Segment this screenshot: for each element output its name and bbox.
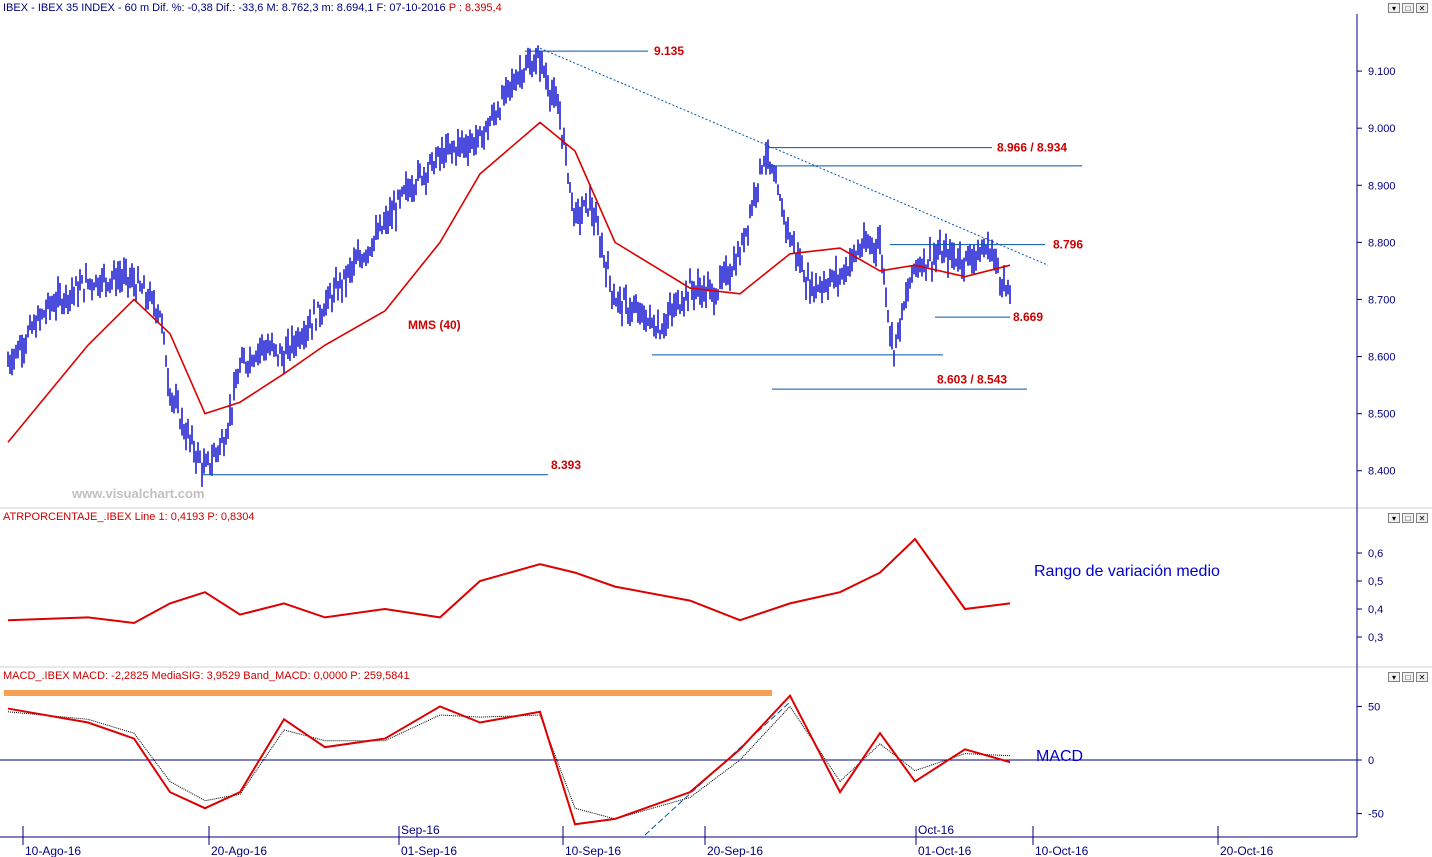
minimize-button[interactable]: ▾ bbox=[1388, 672, 1400, 682]
macd-trend-line bbox=[644, 701, 791, 836]
x-month-label: Sep-16 bbox=[401, 823, 440, 837]
x-axis: 10-Ago-16 20-Ago-16 01-Sep-16 10-Sep-16 20-S… bbox=[22, 823, 1274, 857]
atr-header-text: ATRPORCENTAJE_.IBEX Line 1: 0,4193 bbox=[3, 511, 205, 523]
moving-average-line bbox=[7, 121, 1011, 443]
price-header-p: P : 8.395,4 bbox=[448, 2, 502, 14]
atr-side-label: Rango de variación medio bbox=[1034, 563, 1220, 580]
price-pane-header: IBEX - IBEX 35 INDEX - 60 m Dif. %: -0,3… bbox=[3, 2, 502, 14]
x-tick-label: 20-Oct-16 bbox=[1220, 844, 1274, 857]
price-annotation: MMS (40) bbox=[408, 318, 461, 332]
atr-y-tick-label: 0,3 bbox=[1368, 632, 1383, 644]
price-y-tick-label: 9.000 bbox=[1368, 123, 1396, 135]
macd-pane-header: MACD_.IBEX MACD: -2,2825 MediaSIG: 3,952… bbox=[3, 670, 410, 682]
macd-y-tick-label: -50 bbox=[1368, 809, 1384, 821]
price-y-tick-label: 8.400 bbox=[1368, 466, 1396, 478]
close-button[interactable]: ✕ bbox=[1416, 513, 1428, 523]
x-month-label: Oct-16 bbox=[918, 823, 954, 837]
atr-y-tick-label: 0,4 bbox=[1368, 604, 1383, 616]
watermark: www.visualchart.com bbox=[71, 486, 204, 501]
maximize-button[interactable]: □ bbox=[1402, 513, 1414, 523]
macd-signal-line bbox=[7, 705, 1011, 820]
atr-line bbox=[7, 537, 1011, 625]
macd-y-tick-label: 0 bbox=[1368, 755, 1374, 767]
price-annotation: 8.796 bbox=[1053, 238, 1083, 252]
macd-side-label: MACD bbox=[1036, 748, 1083, 765]
x-tick-label: 10-Oct-16 bbox=[1035, 844, 1089, 857]
price-annotation: 9.135 bbox=[654, 44, 684, 58]
x-tick-label: 01-Sep-16 bbox=[401, 844, 457, 857]
atr-pane-controls: ▾ □ ✕ bbox=[1388, 513, 1428, 523]
close-button[interactable]: ✕ bbox=[1416, 672, 1428, 682]
price-pane: 9.100 9.000 8.900 8.800 8.700 8.600 8.500 8.400… bbox=[7, 44, 1396, 487]
macd-header-text: MACD_.IBEX MACD: -2,2825 MediaSIG: 3,952… bbox=[3, 670, 348, 682]
macd-y-tick-label: 50 bbox=[1368, 701, 1380, 713]
x-tick-label: 10-Sep-16 bbox=[565, 844, 621, 857]
price-annotation: 8.966 / 8.934 bbox=[997, 141, 1067, 155]
atr-pane: 0,6 0,5 0,4 0,3 bbox=[7, 537, 1383, 644]
price-y-tick-label: 8.600 bbox=[1368, 352, 1396, 364]
price-annotation: 8.603 / 8.543 bbox=[937, 372, 1007, 386]
minimize-button[interactable]: ▾ bbox=[1388, 513, 1400, 523]
price-y-tick-label: 8.900 bbox=[1368, 180, 1396, 192]
atr-y-tick-label: 0,5 bbox=[1368, 576, 1383, 588]
maximize-button[interactable]: □ bbox=[1402, 672, 1414, 682]
minimize-button[interactable]: ▾ bbox=[1388, 3, 1400, 13]
macd-highlight-bar bbox=[4, 690, 772, 696]
price-y-tick-label: 8.700 bbox=[1368, 294, 1396, 306]
atr-pane-header: ATRPORCENTAJE_.IBEX Line 1: 0,4193 P: 0,… bbox=[3, 511, 255, 523]
price-pane-controls: ▾ □ ✕ bbox=[1388, 3, 1428, 13]
price-y-tick-label: 8.800 bbox=[1368, 237, 1396, 249]
x-tick-label: 20-Sep-16 bbox=[707, 844, 763, 857]
price-annotation: 8.669 bbox=[1013, 310, 1043, 324]
macd-pane-controls: ▾ □ ✕ bbox=[1388, 672, 1428, 682]
maximize-button[interactable]: □ bbox=[1402, 3, 1414, 13]
x-tick-label: 10-Ago-16 bbox=[25, 844, 81, 857]
x-tick-label: 01-Oct-16 bbox=[918, 844, 972, 857]
atr-header-p: P: 0,8304 bbox=[207, 511, 255, 523]
macd-header-p: P: 259,5841 bbox=[350, 670, 410, 682]
close-button[interactable]: ✕ bbox=[1416, 3, 1428, 13]
price-y-tick-label: 8.500 bbox=[1368, 409, 1396, 421]
price-header-text: IBEX - IBEX 35 INDEX - 60 m Dif. %: -0,3… bbox=[3, 2, 446, 14]
atr-y-tick-label: 0,6 bbox=[1368, 548, 1383, 560]
price-annotation: 8.393 bbox=[551, 458, 581, 472]
macd-line bbox=[7, 693, 1011, 826]
x-tick-label: 20-Ago-16 bbox=[211, 844, 267, 857]
downtrend-line bbox=[539, 47, 1049, 266]
price-y-tick-label: 9.100 bbox=[1368, 66, 1396, 78]
macd-pane: 50 0 -50 bbox=[0, 690, 1384, 836]
